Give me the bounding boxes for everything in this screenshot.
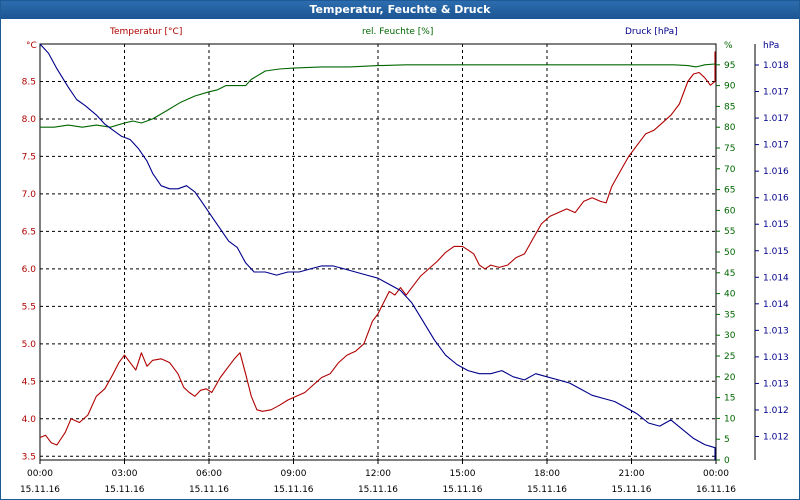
y-tick-humidity: 85	[724, 102, 735, 112]
x-tick-date: 16.11.16	[696, 485, 736, 495]
y-tick-temperature: 5.5	[22, 302, 36, 312]
y-tick-humidity: 10	[724, 414, 736, 424]
y-tick-humidity: 45	[724, 269, 735, 279]
legend-humidity: rel. Feuchte [%]	[362, 27, 433, 37]
y-tick-humidity: 65	[724, 186, 735, 196]
y-tick-pressure: 1.013	[763, 326, 789, 336]
legend-temperature: Temperatur [°C]	[109, 27, 182, 37]
y-tick-humidity: 55	[724, 227, 735, 237]
axes: 00:00 15.11.16 03:00 15.11.16 06:00 15.11.16 0…	[20, 61, 789, 495]
y-tick-humidity: 15	[724, 394, 735, 404]
y-tick-pressure: 1.015	[763, 220, 789, 230]
y-tick-temperature: 4.5	[22, 377, 36, 387]
x-tick-date: 15.11.16	[527, 485, 567, 495]
y-tick-pressure: 1.017	[763, 141, 789, 151]
window-title: Temperatur, Feuchte & Druck	[1, 1, 799, 19]
y-tick-humidity: 60	[724, 206, 736, 216]
x-tick-date: 15.11.16	[611, 485, 651, 495]
legend-pressure: Druck [hPa]	[625, 27, 678, 37]
x-tick-date: 15.11.16	[104, 485, 144, 495]
x-tick-date: 15.11.16	[273, 485, 313, 495]
y-tick-temperature: 6.0	[22, 265, 37, 275]
y-tick-humidity: 50	[724, 248, 736, 258]
x-tick-time: 06:00	[196, 469, 222, 479]
y-tick-humidity: 95	[724, 61, 735, 71]
y-tick-pressure: 1.017	[763, 88, 789, 98]
x-tick-date: 15.11.16	[358, 485, 398, 495]
series-line-humidity	[40, 63, 716, 128]
y-tick-pressure: 1.015	[763, 247, 789, 257]
y-tick-temperature: 4.0	[22, 415, 37, 425]
grid	[40, 44, 716, 460]
unit-pressure: hPa	[763, 41, 779, 51]
y-tick-temperature: 8.0	[22, 115, 37, 125]
y-tick-humidity: 75	[724, 144, 735, 154]
series-line-pressure	[39, 43, 716, 460]
x-tick-time: 00:00	[703, 469, 729, 479]
x-tick-time: 21:00	[619, 469, 645, 479]
unit-temperature: °C	[26, 41, 37, 51]
y-tick-temperature: 8.5	[22, 77, 36, 87]
x-tick-date: 15.11.16	[20, 485, 60, 495]
x-tick-time: 18:00	[534, 469, 560, 479]
series-lines	[39, 43, 716, 460]
y-tick-humidity: 30	[724, 331, 736, 341]
x-tick-time: 00:00	[27, 469, 53, 479]
y-tick-temperature: 7.5	[22, 152, 36, 162]
y-tick-pressure: 1.012	[763, 433, 789, 443]
y-tick-humidity: 20	[724, 373, 736, 383]
y-tick-temperature: 6.5	[22, 227, 36, 237]
y-tick-humidity: 90	[724, 82, 736, 92]
series-line-temperature	[39, 51, 716, 446]
x-tick-date: 15.11.16	[189, 485, 229, 495]
x-tick-date: 15.11.16	[442, 485, 482, 495]
y-tick-temperature: 5.0	[22, 340, 37, 350]
y-tick-humidity: 25	[724, 352, 735, 362]
y-tick-pressure: 1.016	[763, 167, 789, 177]
y-tick-humidity: 5	[724, 435, 730, 445]
y-tick-pressure: 1.016	[763, 194, 789, 204]
y-tick-pressure: 1.017	[763, 114, 789, 124]
y-tick-pressure: 1.012	[763, 406, 789, 416]
x-tick-time: 09:00	[281, 469, 307, 479]
unit-humidity: %	[724, 41, 733, 51]
x-tick-time: 15:00	[450, 469, 476, 479]
y-tick-humidity: 35	[724, 310, 735, 320]
y-tick-pressure: 1.014	[763, 273, 789, 283]
y-tick-pressure: 1.014	[763, 300, 789, 310]
y-tick-temperature: 3.5	[22, 452, 36, 462]
y-tick-pressure: 1.013	[763, 379, 789, 389]
x-tick-time: 03:00	[112, 469, 138, 479]
y-tick-temperature: 7.0	[22, 190, 37, 200]
x-tick-time: 12:00	[365, 469, 391, 479]
y-tick-pressure: 1.013	[763, 353, 789, 363]
y-tick-humidity: 0	[724, 456, 730, 466]
y-tick-humidity: 70	[724, 165, 736, 175]
y-tick-pressure: 1.018	[763, 61, 789, 71]
y-tick-humidity: 80	[724, 123, 736, 133]
y-tick-humidity: 40	[724, 290, 736, 300]
